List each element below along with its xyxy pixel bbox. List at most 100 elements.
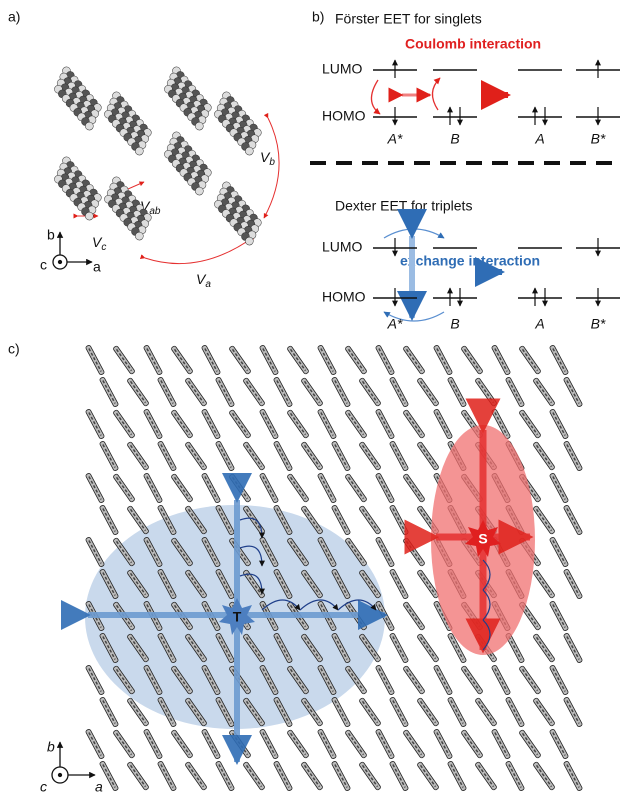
lattice-molecule xyxy=(417,441,439,470)
lattice-molecule xyxy=(127,761,149,790)
lattice-molecule xyxy=(157,761,176,792)
forster-title: Förster EET for singlets xyxy=(335,11,482,27)
lattice-molecule xyxy=(259,473,278,504)
lattice-molecule xyxy=(287,409,309,438)
lattice-molecule xyxy=(389,377,408,408)
lattice-molecule xyxy=(359,697,381,726)
molecule-stack xyxy=(157,130,219,197)
lattice-molecule xyxy=(85,473,104,504)
molecule-stack xyxy=(157,65,219,132)
lattice-molecule xyxy=(461,665,483,694)
panel-label: c) xyxy=(8,341,20,357)
lattice-molecule xyxy=(127,441,149,470)
lattice-molecule xyxy=(85,537,104,568)
lattice-molecule xyxy=(491,345,510,376)
lattice-molecule xyxy=(243,377,265,406)
molecule-stack xyxy=(207,90,269,157)
lattice-molecule xyxy=(331,441,350,472)
state-label: A xyxy=(534,316,544,332)
panel-label: a) xyxy=(8,9,20,25)
lattice-molecule xyxy=(417,633,439,662)
lattice-molecule xyxy=(533,761,555,790)
lattice-molecule xyxy=(549,537,568,568)
lattice-molecule xyxy=(201,473,220,504)
lattice-molecule xyxy=(243,441,265,470)
state-label: B* xyxy=(591,316,606,332)
lattice-molecule xyxy=(375,665,394,696)
lattice-molecule xyxy=(143,729,162,760)
lattice-molecule xyxy=(345,729,367,758)
lattice-molecule xyxy=(143,345,162,376)
molecule-stack xyxy=(47,155,109,222)
level-label: HOMO xyxy=(322,289,366,305)
state-label: B* xyxy=(591,131,606,147)
lattice-molecule xyxy=(389,761,408,792)
coupling-label: Vc xyxy=(92,234,106,253)
lattice-molecule xyxy=(375,473,394,504)
axis-label: b xyxy=(47,739,55,755)
dexter-title: Dexter EET for triplets xyxy=(335,198,472,214)
lattice-molecule xyxy=(519,345,541,374)
lattice-molecule xyxy=(433,729,452,760)
lattice-molecule xyxy=(533,441,555,470)
forster-interaction: Coulomb interaction xyxy=(405,36,541,52)
level-label: HOMO xyxy=(322,108,366,124)
lattice-molecule xyxy=(317,345,336,376)
lattice-molecule xyxy=(519,665,541,694)
axis-label: a xyxy=(93,259,101,275)
lattice-molecule xyxy=(259,729,278,760)
lattice-molecule xyxy=(549,601,568,632)
lattice-molecule xyxy=(389,441,408,472)
lattice-molecule xyxy=(185,761,207,790)
lattice-molecule xyxy=(461,729,483,758)
lattice-molecule xyxy=(99,441,118,472)
lattice-molecule xyxy=(99,505,118,536)
lattice-molecule xyxy=(491,665,510,696)
lattice-molecule xyxy=(113,729,135,758)
lattice-molecule xyxy=(563,377,582,408)
lattice-molecule xyxy=(229,409,251,438)
lattice-molecule xyxy=(171,345,193,374)
molecule-stack xyxy=(47,65,109,132)
lattice-molecule xyxy=(85,665,104,696)
crystal-axes xyxy=(53,232,92,269)
lattice-molecule xyxy=(185,377,207,406)
lattice-molecule xyxy=(403,665,425,694)
lattice-molecule xyxy=(301,441,323,470)
lattice-molecule xyxy=(113,345,135,374)
lattice-molecule xyxy=(143,409,162,440)
lattice-molecule xyxy=(549,665,568,696)
singlet-label: S xyxy=(478,531,487,547)
state-label: B xyxy=(450,316,459,332)
lattice-molecule xyxy=(113,409,135,438)
lattice-molecule xyxy=(113,473,135,502)
lattice-molecule xyxy=(157,377,176,408)
dexter-interaction: exchange interaction xyxy=(400,253,540,269)
lattice-molecule xyxy=(519,729,541,758)
lattice-molecule xyxy=(505,377,524,408)
lattice-molecule xyxy=(201,729,220,760)
axis-dot xyxy=(59,774,62,777)
lattice-molecule xyxy=(85,729,104,760)
lattice-molecule xyxy=(171,409,193,438)
lattice-molecule xyxy=(563,505,582,536)
lattice-molecule xyxy=(533,569,555,598)
lattice-molecule xyxy=(475,761,497,790)
lattice-molecule xyxy=(403,601,425,630)
lattice-molecule xyxy=(201,409,220,440)
lattice-molecule xyxy=(433,345,452,376)
lattice-molecule xyxy=(331,377,350,408)
lattice-molecule xyxy=(389,697,408,728)
lattice-molecule xyxy=(549,409,568,440)
lattice-molecule xyxy=(433,665,452,696)
lattice-molecule xyxy=(85,345,104,376)
lattice-molecule xyxy=(417,377,439,406)
lattice-molecule xyxy=(417,761,439,790)
lattice-molecule xyxy=(375,409,394,440)
lattice-molecule xyxy=(301,377,323,406)
state-label: A* xyxy=(387,316,403,332)
axis-label: b xyxy=(47,227,55,243)
lattice-molecule xyxy=(215,441,234,472)
lattice-molecule xyxy=(475,697,497,726)
lattice-molecule xyxy=(301,761,323,790)
